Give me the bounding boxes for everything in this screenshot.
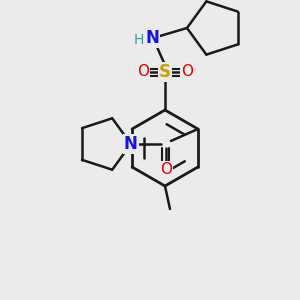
Text: H: H [134,33,144,47]
Text: N: N [124,135,138,153]
Text: N: N [145,29,159,47]
Text: O: O [181,64,193,80]
Text: N: N [124,135,138,153]
Text: O: O [137,64,149,80]
Text: S: S [159,63,171,81]
Text: O: O [160,161,172,176]
